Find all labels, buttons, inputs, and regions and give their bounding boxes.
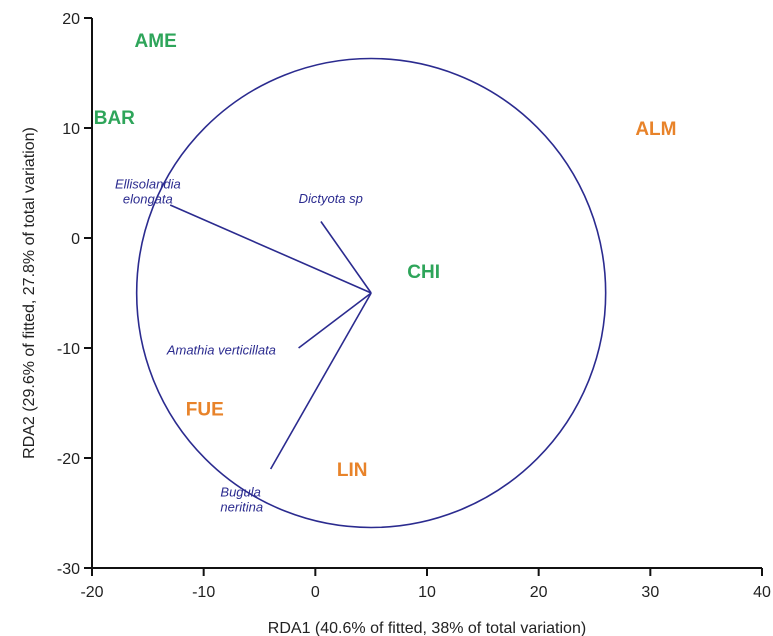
species-vector: [269, 292, 372, 470]
species-labels: Ellisolandia elongata Dictyota sp Amathia v…: [115, 177, 363, 515]
x-axis-title: RDA1 (40.6% of fitted, 38% of total vari…: [268, 620, 586, 636]
x-tick-label: 40: [753, 584, 771, 601]
species-label-line: elongata: [123, 192, 173, 207]
site-label-chi: CHI: [407, 262, 440, 283]
x-tick-label: 0: [311, 584, 320, 601]
species-vector: [298, 292, 372, 349]
species-vector: [320, 221, 372, 294]
species-label: Ellisolandia elongata: [115, 177, 181, 207]
x-tick-label: 10: [418, 584, 436, 601]
species-label-line: Amathia verticillata: [166, 343, 276, 358]
y-tick-label: 10: [62, 121, 80, 138]
x-tick-label: 30: [641, 584, 659, 601]
y-tick-label: 0: [71, 231, 80, 248]
y-ticks: -30 -20 -10 0 10 20: [57, 11, 92, 578]
species-label-line: Bugula: [220, 485, 260, 500]
species-label: Bugula neritina: [220, 485, 263, 515]
species-label: Dictyota sp: [299, 191, 363, 206]
site-label-ame: AME: [135, 31, 177, 52]
species-vectors: [169, 204, 372, 470]
x-tick-label: -10: [192, 584, 215, 601]
site-label-bar: BAR: [94, 108, 135, 129]
site-label-fue: FUE: [186, 400, 224, 421]
y-tick-label: -30: [57, 561, 80, 578]
site-label-lin: LIN: [337, 460, 368, 481]
species-label: Amathia verticillata: [166, 343, 276, 358]
x-tick-label: 20: [530, 584, 548, 601]
y-tick-label: -10: [57, 341, 80, 358]
species-label-line: Ellisolandia: [115, 177, 181, 192]
species-label-line: Dictyota sp: [299, 191, 363, 206]
y-axis-title: RDA2 (29.6% of fitted, 27.8% of total va…: [21, 127, 38, 459]
equilibrium-circle: [135, 57, 607, 529]
species-label-line: neritina: [220, 500, 263, 515]
x-ticks: -20 -10 0 10 20 30 40: [80, 568, 771, 601]
y-tick-label: -20: [57, 451, 80, 468]
site-label-alm: ALM: [635, 119, 676, 140]
y-tick-label: 20: [62, 11, 80, 28]
site-labels: AME BAR ALM CHI FUE LIN: [94, 31, 677, 481]
x-tick-label: -20: [80, 584, 103, 601]
species-vector: [169, 204, 372, 294]
